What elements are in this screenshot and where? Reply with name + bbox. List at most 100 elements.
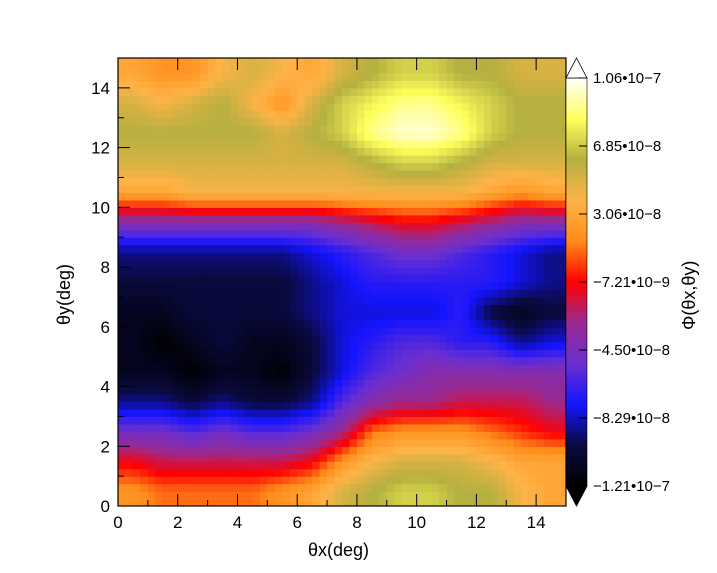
heatmap-cell [200, 446, 209, 455]
heatmap-cell [237, 401, 246, 410]
heatmap-cell [394, 244, 403, 253]
heatmap-cell [327, 192, 336, 201]
heatmap-cell [244, 334, 253, 343]
heatmap-cell [327, 289, 336, 298]
heatmap-cell [259, 132, 268, 141]
heatmap-cell [215, 207, 224, 216]
heatmap-cell [192, 222, 201, 231]
heatmap-cell [439, 222, 448, 231]
heatmap-cell [304, 401, 313, 410]
heatmap-cell [312, 304, 321, 313]
heatmap-cell [461, 491, 470, 500]
heatmap-cell [394, 446, 403, 455]
heatmap-cell [132, 259, 141, 268]
heatmap-cell [140, 394, 149, 403]
heatmap-cell [521, 394, 530, 403]
heatmap-cell [461, 162, 470, 171]
heatmap-cell [192, 423, 201, 432]
heatmap-cell [327, 140, 336, 149]
heatmap-cell [267, 199, 276, 208]
heatmap-cell [401, 319, 410, 328]
heatmap-cell [431, 207, 440, 216]
heatmap-cell [259, 162, 268, 171]
heatmap-cell [409, 349, 418, 358]
heatmap-cell [185, 341, 194, 350]
heatmap-cell [132, 334, 141, 343]
heatmap-cell [513, 311, 522, 320]
heatmap-cell [498, 125, 507, 134]
heatmap-cell [170, 58, 179, 67]
heatmap-cell [468, 431, 477, 440]
heatmap-cell [536, 311, 545, 320]
heatmap-cell [118, 170, 127, 179]
heatmap-cell [207, 72, 216, 81]
heatmap-cell [252, 80, 261, 89]
heatmap-cell [364, 371, 373, 380]
heatmap-cell [483, 87, 492, 96]
heatmap-cell [312, 125, 321, 134]
heatmap-cell [483, 416, 492, 425]
heatmap-cell [304, 155, 313, 164]
heatmap-cell [342, 214, 351, 223]
heatmap-cell [342, 252, 351, 261]
y-tick-label: 0 [101, 497, 110, 516]
heatmap-cell [282, 237, 291, 246]
heatmap-cell [147, 199, 156, 208]
heatmap-cell [386, 132, 395, 141]
heatmap-cell [132, 319, 141, 328]
heatmap-cell [558, 446, 566, 455]
heatmap-cell [237, 229, 246, 238]
heatmap-cell [207, 110, 216, 119]
heatmap-cell [125, 274, 134, 283]
heatmap-cell [312, 237, 321, 246]
heatmap-cell [334, 274, 343, 283]
heatmap-cell [521, 371, 530, 380]
heatmap-cell [401, 498, 410, 506]
heatmap-cell [468, 155, 477, 164]
heatmap-cell [334, 125, 343, 134]
heatmap-cell [409, 394, 418, 403]
heatmap-cell [394, 237, 403, 246]
heatmap-cell [200, 311, 209, 320]
heatmap-cell [185, 132, 194, 141]
heatmap-cell [371, 155, 380, 164]
heatmap-cell [170, 371, 179, 380]
heatmap-cell [259, 207, 268, 216]
heatmap-cell [207, 423, 216, 432]
heatmap-cell [401, 177, 410, 186]
heatmap-cell [551, 319, 560, 328]
heatmap-cell [416, 386, 425, 395]
heatmap-cell [543, 304, 552, 313]
heatmap-cell [125, 304, 134, 313]
heatmap-cell [461, 252, 470, 261]
heatmap-cell [431, 282, 440, 291]
heatmap-cell [244, 296, 253, 305]
heatmap-cell [454, 147, 463, 156]
heatmap-cell [521, 453, 530, 462]
heatmap-cell [170, 214, 179, 223]
heatmap-cell [491, 416, 500, 425]
heatmap-cell [558, 401, 566, 410]
heatmap-cell [185, 58, 194, 67]
heatmap-cell [461, 498, 470, 506]
heatmap-cell [237, 408, 246, 417]
heatmap-cell [207, 379, 216, 388]
heatmap-cell [439, 102, 448, 111]
heatmap-cell [312, 431, 321, 440]
heatmap-cell [461, 438, 470, 447]
heatmap-cell [543, 394, 552, 403]
y-tick-label: 6 [101, 318, 110, 337]
heatmap-cell [282, 416, 291, 425]
heatmap-cell [297, 58, 306, 67]
heatmap-cell [476, 214, 485, 223]
heatmap-cell [252, 72, 261, 81]
heatmap-cell [342, 334, 351, 343]
heatmap-cell [349, 207, 358, 216]
heatmap-cell [244, 65, 253, 74]
heatmap-cell [558, 214, 566, 223]
heatmap-cell [215, 491, 224, 500]
heatmap-cell [297, 140, 306, 149]
heatmap-cell [267, 483, 276, 492]
heatmap-cell [319, 491, 328, 500]
heatmap-cell [252, 147, 261, 156]
